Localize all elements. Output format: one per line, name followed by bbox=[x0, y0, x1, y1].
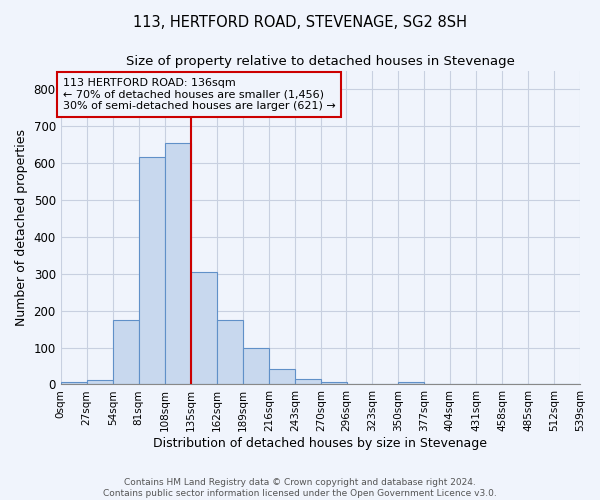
Bar bbox=[113, 320, 139, 384]
Bar bbox=[269, 368, 295, 384]
X-axis label: Distribution of detached houses by size in Stevenage: Distribution of detached houses by size … bbox=[154, 437, 487, 450]
Bar bbox=[398, 382, 424, 384]
Bar bbox=[165, 142, 191, 384]
Bar bbox=[295, 380, 321, 384]
Text: 113, HERTFORD ROAD, STEVENAGE, SG2 8SH: 113, HERTFORD ROAD, STEVENAGE, SG2 8SH bbox=[133, 15, 467, 30]
Text: 113 HERTFORD ROAD: 136sqm
← 70% of detached houses are smaller (1,456)
30% of se: 113 HERTFORD ROAD: 136sqm ← 70% of detac… bbox=[62, 78, 335, 111]
Y-axis label: Number of detached properties: Number of detached properties bbox=[15, 129, 28, 326]
Bar bbox=[139, 158, 165, 384]
Bar bbox=[86, 380, 113, 384]
Text: Contains HM Land Registry data © Crown copyright and database right 2024.
Contai: Contains HM Land Registry data © Crown c… bbox=[103, 478, 497, 498]
Bar bbox=[61, 382, 86, 384]
Bar bbox=[191, 272, 217, 384]
Bar bbox=[243, 348, 269, 385]
Bar bbox=[321, 382, 347, 384]
Bar bbox=[217, 320, 243, 384]
Title: Size of property relative to detached houses in Stevenage: Size of property relative to detached ho… bbox=[126, 55, 515, 68]
